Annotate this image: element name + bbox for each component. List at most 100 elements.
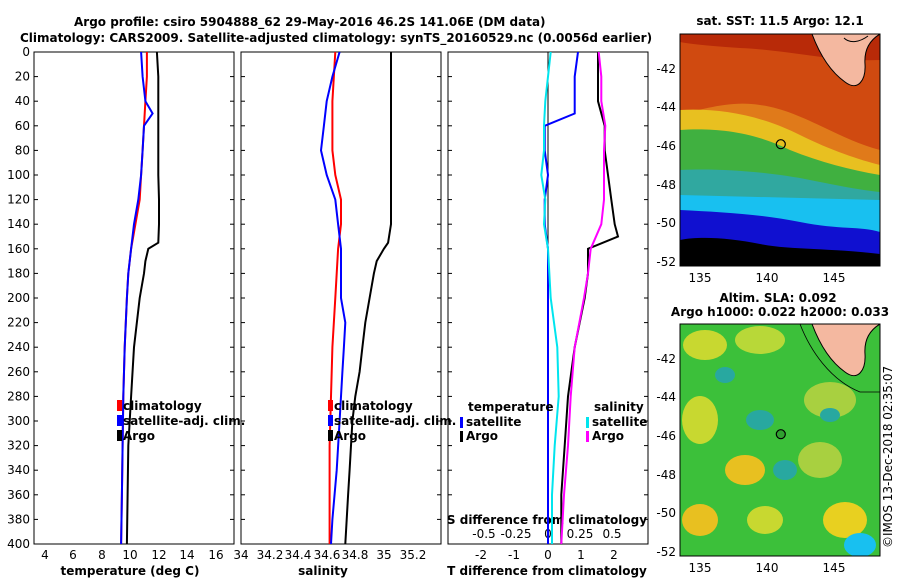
depth-tick-label: 60 bbox=[15, 119, 30, 133]
legend-label: satellite-adj. clim. bbox=[123, 414, 245, 428]
depth-tick-label: 380 bbox=[7, 512, 30, 526]
argo-location-marker bbox=[775, 429, 786, 440]
map-xtick: 135 bbox=[689, 561, 712, 575]
salinity-legend: climatology satellite-adj. clim. Argo bbox=[328, 399, 456, 443]
map-xtick: 145 bbox=[823, 561, 846, 575]
temperature-legend: climatology satellite-adj. clim. Argo bbox=[117, 399, 245, 443]
depth-tick-label: 400 bbox=[7, 537, 30, 551]
map-ytick: -42 bbox=[656, 352, 676, 366]
depth-tick-label: 80 bbox=[15, 143, 30, 157]
map-ytick: -46 bbox=[656, 429, 676, 443]
legend-label: Argo bbox=[592, 429, 624, 443]
depth-tick-label: 360 bbox=[7, 488, 30, 502]
legend-label: satellite bbox=[592, 415, 647, 429]
depth-tick-label: 200 bbox=[7, 291, 30, 305]
sla-map-frame bbox=[679, 323, 881, 557]
legend-label: satellite-adj. clim. bbox=[334, 414, 456, 428]
legend-swatch-argo bbox=[117, 430, 122, 441]
d-xtick: -1 bbox=[508, 548, 520, 562]
series-line-argo bbox=[344, 52, 392, 544]
depth-tick-label: 220 bbox=[7, 316, 30, 330]
diff-legend-salinity: salinity satellite Argo bbox=[586, 400, 647, 443]
salinity-series bbox=[319, 52, 392, 544]
temperature-xticks: 4 6 8 10 12 14 16 bbox=[41, 548, 223, 562]
sst-map-yticks: -42 -44 -46 -48 -50 -52 bbox=[656, 62, 676, 269]
depth-tick-label: 180 bbox=[7, 266, 30, 280]
t-xtick: 16 bbox=[208, 548, 223, 562]
t-xtick: 6 bbox=[69, 548, 77, 562]
map-xtick: 145 bbox=[823, 271, 846, 285]
depth-tick-label: 140 bbox=[7, 217, 30, 231]
t-diff-xlabel: T difference from climatology bbox=[447, 564, 647, 578]
series-line-argo bbox=[125, 52, 160, 544]
legend-swatch-t-argo bbox=[460, 431, 463, 442]
depth-tick-label: 340 bbox=[7, 463, 30, 477]
series-line-t-argo bbox=[560, 52, 620, 544]
t-xtick: 4 bbox=[41, 548, 49, 562]
map-ytick: -44 bbox=[656, 390, 676, 404]
legend-swatch-satellite bbox=[117, 415, 122, 426]
salinity-xticks: 34 34.2 34.4 34.6 34.8 35 35.2 bbox=[233, 548, 426, 562]
depth-tick-label: 100 bbox=[7, 168, 30, 182]
map-ytick: -50 bbox=[656, 506, 676, 520]
argo-location-marker bbox=[775, 139, 786, 150]
header-line2: Climatology: CARS2009. Satellite-adjuste… bbox=[20, 31, 652, 46]
series-line-s-satellite bbox=[540, 52, 560, 544]
d-xtick: 2 bbox=[610, 548, 618, 562]
t-xtick: 10 bbox=[122, 548, 137, 562]
legend-label: climatology bbox=[334, 399, 413, 413]
sst-map-title: sat. SST: 11.5 Argo: 12.1 bbox=[696, 14, 863, 28]
series-line-satellite-adj-clim- bbox=[120, 52, 154, 544]
legend-title: temperature bbox=[468, 400, 553, 414]
map-ytick: -50 bbox=[656, 216, 676, 230]
sla-map-subtitle: Argo h1000: 0.022 h2000: 0.033 bbox=[671, 305, 889, 319]
d-xtick2: 0.25 bbox=[567, 527, 594, 541]
map-ytick: -52 bbox=[656, 545, 676, 559]
legend-label: Argo bbox=[466, 429, 498, 443]
map-ytick: -44 bbox=[656, 100, 676, 114]
depth-tick-label: 120 bbox=[7, 193, 30, 207]
depth-tick-label: 0 bbox=[22, 45, 30, 59]
map-xtick: 140 bbox=[756, 271, 779, 285]
depth-tick-label: 320 bbox=[7, 439, 30, 453]
depth-tick-label: 40 bbox=[15, 94, 30, 108]
temperature-series bbox=[120, 52, 160, 544]
series-line-satellite-adj-clim- bbox=[319, 52, 347, 544]
d-xtick: 1 bbox=[577, 548, 585, 562]
d-xtick2: -0.5 bbox=[472, 527, 495, 541]
sla-map-xticks: 135 140 145 bbox=[689, 561, 846, 575]
legend-label: Argo bbox=[123, 429, 155, 443]
s-xtick: 34 bbox=[233, 548, 248, 562]
sst-map-frame bbox=[679, 33, 881, 267]
sla-map-yticks: -42 -44 -46 -48 -50 -52 bbox=[656, 352, 676, 559]
sst-map-xticks: 135 140 145 bbox=[689, 271, 846, 285]
legend-swatch-climatology bbox=[117, 400, 122, 411]
map-ytick: -52 bbox=[656, 255, 676, 269]
t-xtick: 8 bbox=[98, 548, 106, 562]
depth-tick-label: 280 bbox=[7, 389, 30, 403]
s-xtick: 34.2 bbox=[257, 548, 284, 562]
depth-tick-label: 260 bbox=[7, 365, 30, 379]
map-ytick: -48 bbox=[656, 178, 676, 192]
legend-swatch-t-satellite bbox=[460, 417, 463, 428]
map-xtick: 135 bbox=[689, 271, 712, 285]
legend-title: salinity bbox=[594, 400, 644, 414]
s-xtick: 35 bbox=[376, 548, 391, 562]
legend-swatch-s-satellite bbox=[586, 417, 589, 428]
sla-map-title: Altim. SLA: 0.092 bbox=[719, 291, 836, 305]
watermark: ©IMOS 13-Dec-2018 02:35:07 bbox=[881, 366, 895, 548]
legend-label: satellite bbox=[466, 415, 521, 429]
map-ytick: -42 bbox=[656, 62, 676, 76]
t-xtick: 12 bbox=[151, 548, 166, 562]
map-ytick: -48 bbox=[656, 468, 676, 482]
s-xtick: 35.2 bbox=[400, 548, 427, 562]
s-xtick: 34.8 bbox=[342, 548, 369, 562]
d-xtick: 0 bbox=[544, 548, 552, 562]
temperature-panel bbox=[33, 51, 235, 545]
depth-tick-label: 240 bbox=[7, 340, 30, 354]
difference-series bbox=[540, 52, 620, 544]
diff-legend-temperature: temperature satellite Argo bbox=[460, 400, 553, 443]
legend-swatch-satellite bbox=[328, 415, 333, 426]
sst-map bbox=[680, 34, 880, 266]
